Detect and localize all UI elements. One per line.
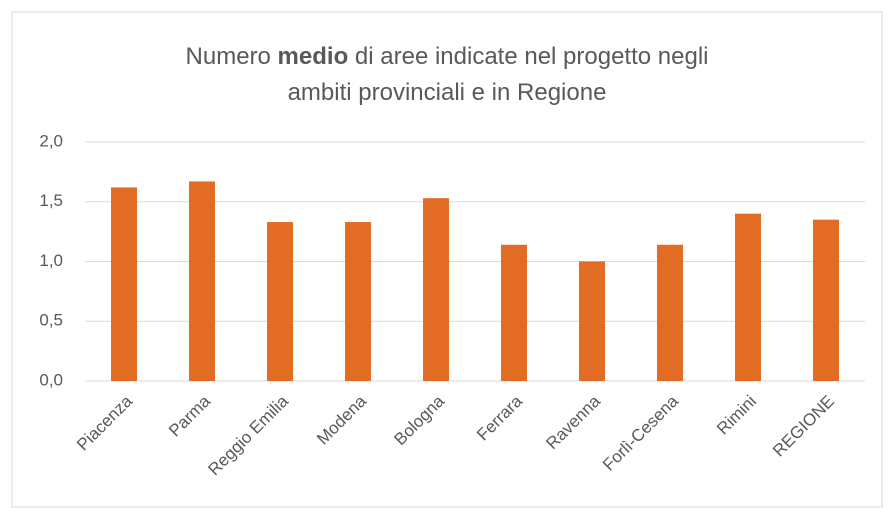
bar xyxy=(579,261,605,381)
y-tick-label: 1,0 xyxy=(39,251,63,270)
y-tick-label: 0,5 xyxy=(39,311,63,330)
bar xyxy=(735,213,761,381)
title-segment: di aree indicate nel progetto negli xyxy=(348,43,708,70)
bar xyxy=(657,244,683,381)
bar xyxy=(423,198,449,381)
title-segment: medio xyxy=(278,43,349,70)
bar xyxy=(345,222,371,381)
chart-title: Numero medio di aree indicate nel proget… xyxy=(186,43,709,70)
bar xyxy=(111,187,137,381)
title-segment: Numero xyxy=(186,43,278,70)
y-tick-label: 1,5 xyxy=(39,191,63,210)
bar xyxy=(267,222,293,381)
chart-title: ambiti provinciali e in Regione xyxy=(288,79,607,106)
bar xyxy=(189,181,215,381)
title-segment: ambiti provinciali e in Regione xyxy=(288,79,607,106)
y-tick-label: 0,0 xyxy=(39,370,63,389)
bar xyxy=(501,244,527,381)
y-tick-label: 2,0 xyxy=(39,131,63,150)
bar xyxy=(813,219,839,381)
